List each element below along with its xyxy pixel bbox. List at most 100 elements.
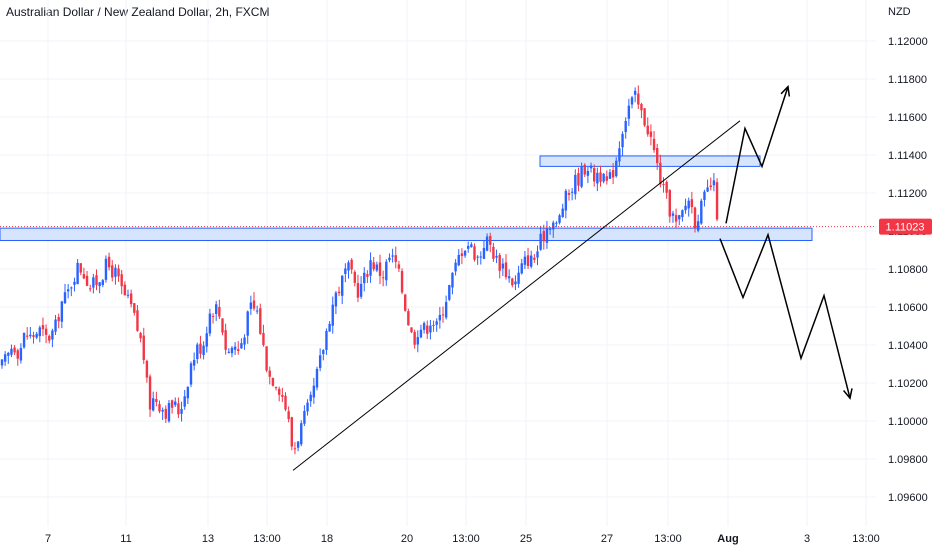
candle-body: [400, 270, 404, 293]
candlesticks: [0, 85, 719, 455]
candle-body: [391, 255, 394, 257]
candle-body: [712, 180, 716, 186]
candle-body: [511, 278, 514, 286]
candle-body: [274, 387, 278, 389]
candle-body: [435, 321, 438, 325]
candle-body: [548, 229, 552, 231]
candle-body: [107, 256, 111, 268]
candle-body: [262, 333, 265, 346]
candle-body: [410, 327, 413, 333]
candle-body: [240, 343, 243, 349]
x-tick-label: 11: [120, 533, 131, 545]
candle-body: [243, 337, 246, 345]
candle-body: [451, 272, 454, 288]
candle-body: [76, 262, 79, 285]
y-tick-label: 1.11600: [888, 112, 927, 124]
candle-body: [306, 402, 309, 412]
candle-body: [126, 294, 130, 296]
candle-body: [60, 301, 64, 322]
candle-body: [432, 325, 435, 327]
candle-body: [117, 268, 120, 277]
bearish-scenario-arrow: [719, 232, 851, 399]
candle-body: [457, 254, 460, 266]
candle-body: [492, 246, 495, 259]
candle-body: [89, 288, 92, 290]
x-tick-label: 3: [804, 533, 810, 545]
candle-body: [303, 411, 306, 424]
candle-body: [684, 205, 687, 211]
candle-body: [353, 271, 356, 283]
candle-body: [38, 327, 41, 337]
price-axis[interactable]: 1.12000 1.11800 1.11600 1.11400 1.11200 1.110…: [879, 6, 932, 504]
candle-body: [637, 93, 640, 105]
candle-body: [599, 172, 602, 182]
candle-body: [0, 359, 4, 366]
x-tick-label: 13:00: [452, 533, 480, 545]
candle-body: [652, 138, 656, 151]
candle-body: [249, 302, 253, 309]
candle-body: [608, 172, 612, 179]
candle-body: [167, 403, 171, 422]
candle-body: [533, 257, 536, 260]
candle-body: [700, 200, 703, 224]
candle-body: [467, 245, 470, 249]
candle-body: [92, 277, 95, 288]
candle-body: [454, 262, 457, 272]
candle-body: [139, 333, 142, 339]
candle-body: [681, 210, 684, 218]
candle-body: [192, 359, 196, 366]
candle-body: [199, 343, 202, 354]
candle-body: [322, 350, 325, 354]
candle-body: [624, 121, 627, 133]
candle-body: [85, 275, 89, 286]
candle-body: [104, 258, 108, 280]
y-tick-label: 1.11200: [888, 188, 927, 200]
candle-body: [347, 262, 350, 271]
candle-body: [82, 274, 86, 279]
candle-body: [504, 262, 508, 278]
x-tick-label: Aug: [717, 533, 738, 545]
candle-body: [397, 264, 401, 269]
candle-body: [539, 233, 542, 250]
candle-body: [482, 247, 486, 259]
time-axis[interactable]: 7 11 13 13:00 18 20 13:00 25 27 13:00 Aug 3 13:00: [45, 533, 880, 545]
candle-body: [145, 360, 149, 378]
candle-body: [79, 263, 82, 273]
candle-body: [413, 331, 416, 345]
candle-body: [404, 294, 407, 311]
candle-body: [278, 388, 281, 395]
candle-body: [73, 281, 76, 285]
candle-body: [665, 182, 668, 193]
y-tick-label: 1.11800: [888, 74, 927, 86]
candle-body: [526, 255, 530, 266]
candle-body: [142, 335, 145, 360]
candle-body: [649, 131, 653, 137]
candle-body: [671, 213, 675, 216]
candle-body: [57, 317, 60, 322]
candle-body: [41, 325, 45, 330]
candle-body: [567, 192, 571, 195]
candle-body: [281, 395, 284, 397]
candle-body: [363, 272, 366, 284]
candle-body: [583, 164, 586, 175]
x-tick-label: 7: [45, 533, 51, 545]
candle-body: [444, 301, 448, 318]
candle-body: [407, 311, 410, 326]
candle-body: [605, 176, 608, 181]
candle-body: [202, 345, 205, 355]
candle-body: [95, 275, 98, 286]
candle-body: [473, 246, 476, 260]
candle-body: [696, 221, 700, 231]
candle-body: [372, 262, 375, 270]
candle-body: [148, 376, 152, 410]
candle-body: [656, 147, 659, 164]
candle-body: [218, 306, 221, 317]
x-tick-label: 13:00: [852, 533, 880, 545]
x-tick-label: 18: [321, 533, 333, 545]
candle-body: [659, 162, 662, 185]
candle-body: [359, 283, 363, 297]
y-tick-label: 1.10600: [888, 302, 928, 314]
candle-body: [296, 441, 300, 448]
candle-body: [703, 191, 706, 201]
